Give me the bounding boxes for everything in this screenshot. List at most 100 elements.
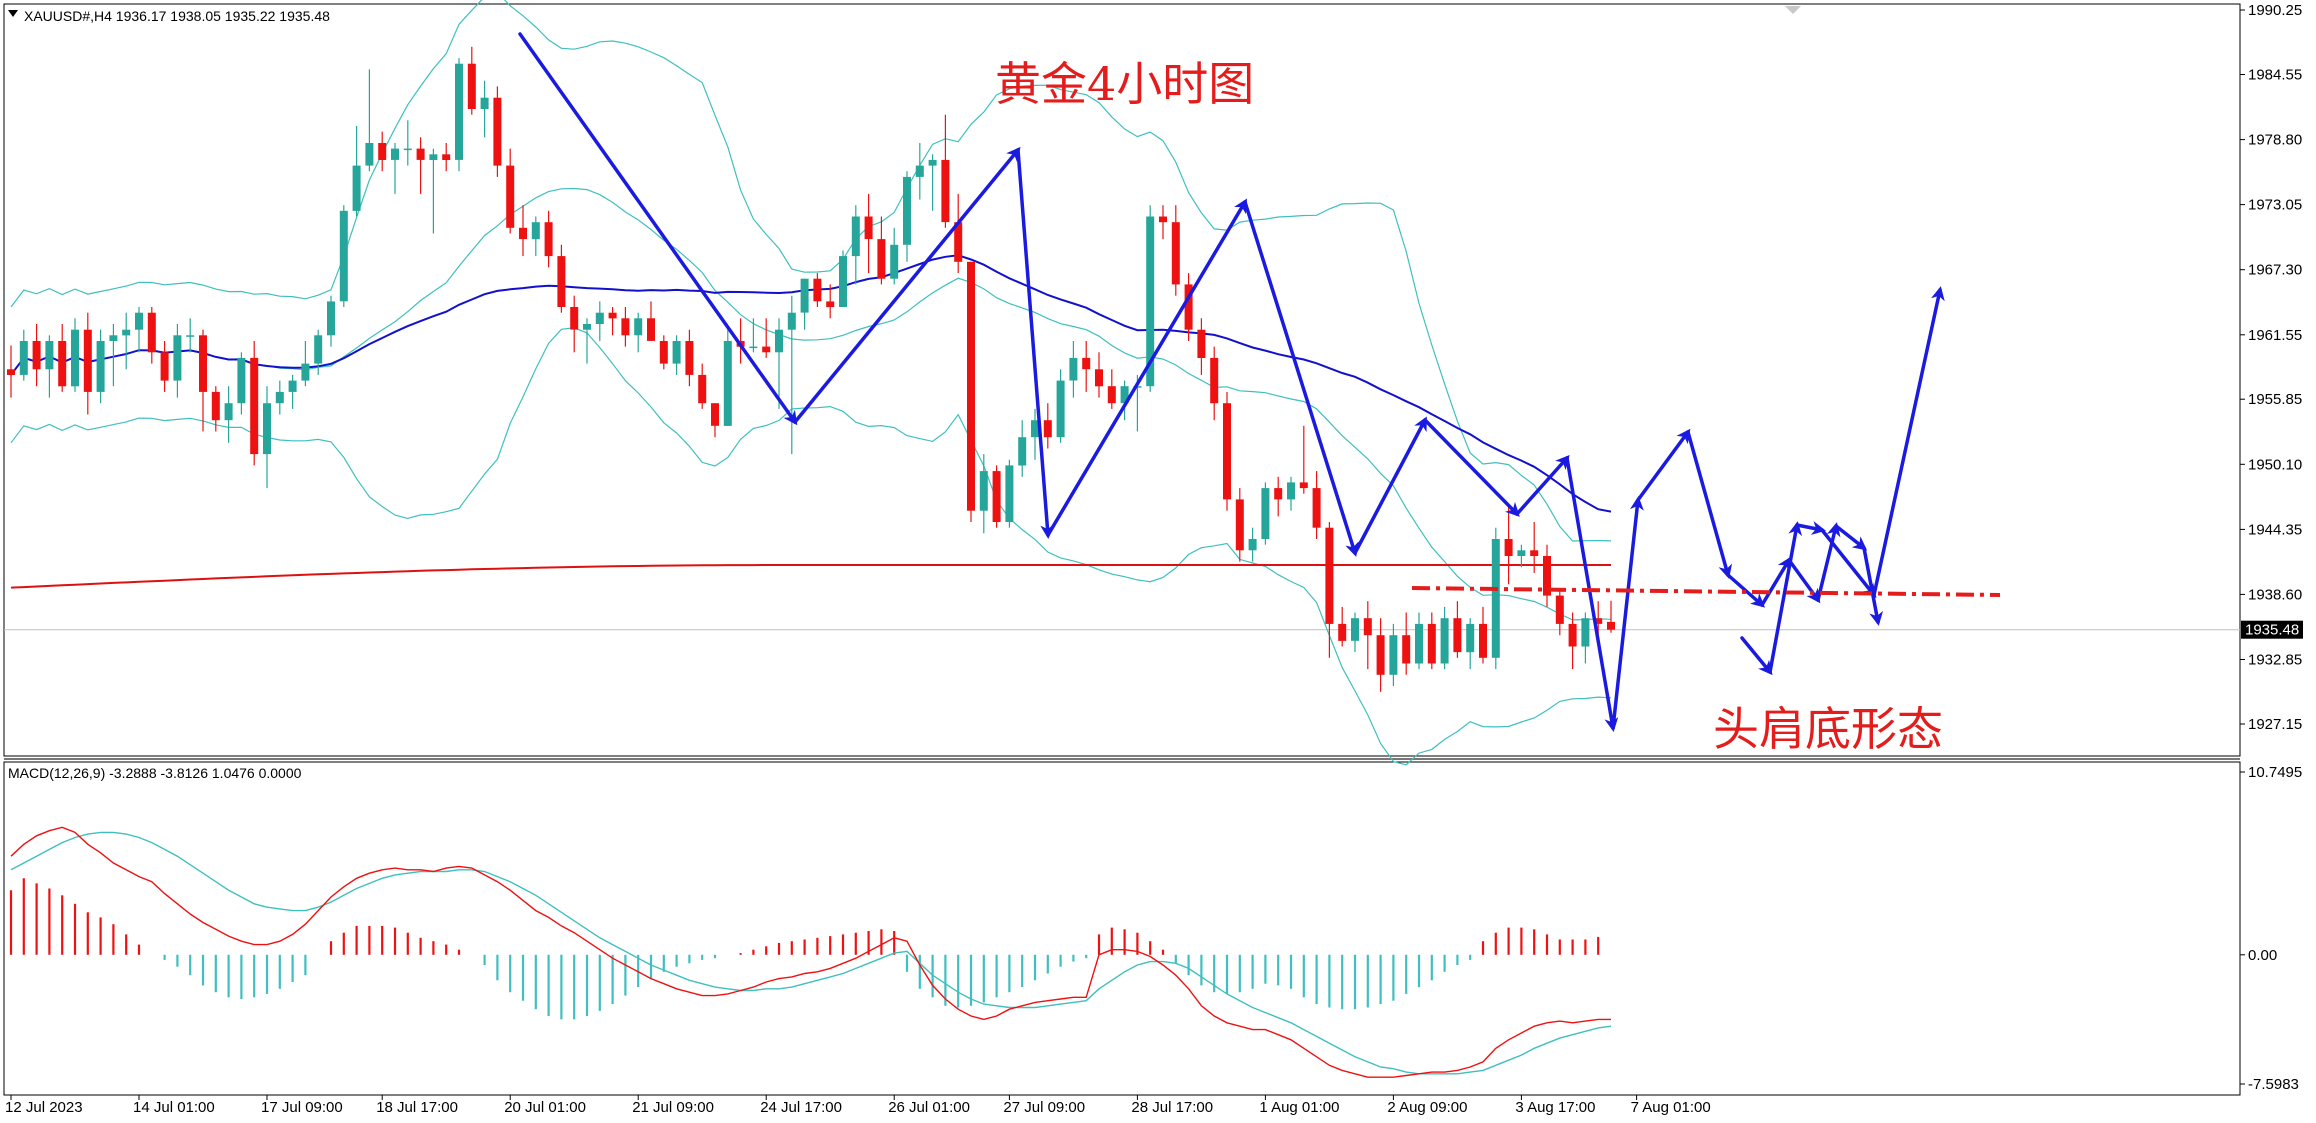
candle [1351, 612, 1359, 653]
projection-arrow[interactable] [1740, 636, 1773, 676]
candle [1453, 601, 1462, 658]
candle-body [1440, 618, 1449, 664]
candle-body [1299, 482, 1308, 489]
candle [365, 69, 374, 172]
price-tick-label: 1950.10 [2248, 456, 2302, 473]
price-tick-label: 1927.15 [2248, 716, 2302, 733]
trend-arrow[interactable] [1565, 456, 1619, 732]
trend-arrow[interactable] [1686, 430, 1733, 579]
time-tick-label: 20 Jul 01:00 [504, 1099, 586, 1116]
candle [1159, 205, 1167, 240]
candle-body [890, 244, 899, 279]
trend-arrow[interactable] [1611, 496, 1644, 730]
candle [1466, 618, 1475, 670]
candle-body [455, 63, 463, 160]
candle-body [1184, 284, 1193, 330]
trend-arrow[interactable] [793, 146, 1021, 424]
candle [1031, 408, 1039, 460]
trend-arrow[interactable] [1423, 418, 1520, 517]
candle [890, 227, 899, 285]
trend-arrow[interactable] [1816, 522, 1841, 602]
bollinger-upper [10, 0, 1612, 542]
candle-body [647, 318, 655, 341]
candle [1440, 606, 1449, 670]
trend-arrow[interactable] [1016, 148, 1055, 539]
candle [877, 216, 886, 285]
price-axis: 1990.25 1984.55 1978.80 1973.05 1967.30 1961.… [2240, 2, 2302, 1093]
candle [1069, 341, 1078, 398]
candle-body [1043, 420, 1052, 438]
candle-body [96, 341, 105, 392]
candle [659, 335, 668, 370]
candle [71, 318, 79, 392]
candle [519, 205, 527, 257]
candle [608, 307, 617, 336]
projection-arrow[interactable] [1795, 521, 1826, 535]
candle-body [1197, 329, 1206, 358]
candle [224, 386, 233, 443]
candle-body [1120, 386, 1129, 404]
time-tick-label: 2 Aug 09:00 [1387, 1099, 1467, 1116]
trend-arrow[interactable] [1834, 524, 1868, 551]
candle [480, 80, 489, 138]
candle [109, 324, 118, 387]
candle [1261, 482, 1270, 545]
candle [979, 454, 988, 534]
candle-body [1555, 595, 1564, 624]
neckline[interactable] [1411, 586, 2001, 597]
candle-body [1504, 539, 1513, 556]
macd-tick-label: 0.00 [2248, 947, 2277, 964]
candle [1479, 606, 1487, 664]
candle-body [288, 380, 297, 392]
candle [237, 352, 246, 415]
candle [19, 329, 28, 381]
candle-body [1453, 618, 1462, 653]
projection-arrow[interactable] [1768, 521, 1803, 674]
trend-arrow[interactable] [1353, 416, 1427, 555]
chart-annotation-title: 黄金4小时图 [995, 57, 1254, 111]
candle-body [365, 143, 374, 166]
bollinger-lower [10, 327, 1612, 766]
candle-body [199, 335, 207, 392]
candle-body [1210, 357, 1219, 404]
candle-body [992, 471, 1001, 522]
candle [915, 143, 924, 200]
candle [1248, 527, 1257, 562]
macd-tick-label: 10.7495 [2248, 764, 2302, 781]
candle [583, 318, 591, 364]
trend-arrow[interactable] [518, 32, 798, 426]
projection-arrow[interactable] [1872, 286, 1945, 597]
ma-blue-line [10, 254, 1612, 513]
candle [122, 312, 131, 370]
candle-body [493, 97, 502, 166]
projection-arrow[interactable] [1820, 528, 1877, 599]
candle-body [58, 341, 67, 387]
candle [455, 58, 463, 172]
candle-body [1095, 369, 1103, 387]
symbol-dropdown-icon[interactable] [8, 10, 18, 17]
candle [1543, 544, 1551, 607]
current-price-tag [2241, 620, 2303, 639]
candle-body [1312, 488, 1321, 528]
candle-body [1466, 623, 1475, 653]
trend-arrow[interactable] [1046, 198, 1248, 537]
candle-body [954, 222, 963, 262]
candle [493, 86, 502, 177]
candle [506, 148, 515, 234]
trend-arrow[interactable] [1515, 455, 1570, 516]
candle-body [173, 335, 182, 381]
trend-arrow[interactable] [1243, 200, 1359, 557]
candle [621, 307, 630, 347]
candle [1325, 522, 1334, 658]
candle [327, 295, 335, 347]
candle-body [967, 261, 975, 511]
candle-body [1376, 635, 1385, 675]
trend-arrow[interactable] [1636, 428, 1691, 502]
chart-shift-marker-icon[interactable] [1785, 6, 1801, 14]
candle-body [186, 335, 195, 337]
trend-arrow[interactable] [1760, 556, 1792, 607]
candle [147, 307, 156, 364]
macd-tick-label: -7.5983 [2248, 1076, 2299, 1093]
candle [1338, 606, 1347, 647]
